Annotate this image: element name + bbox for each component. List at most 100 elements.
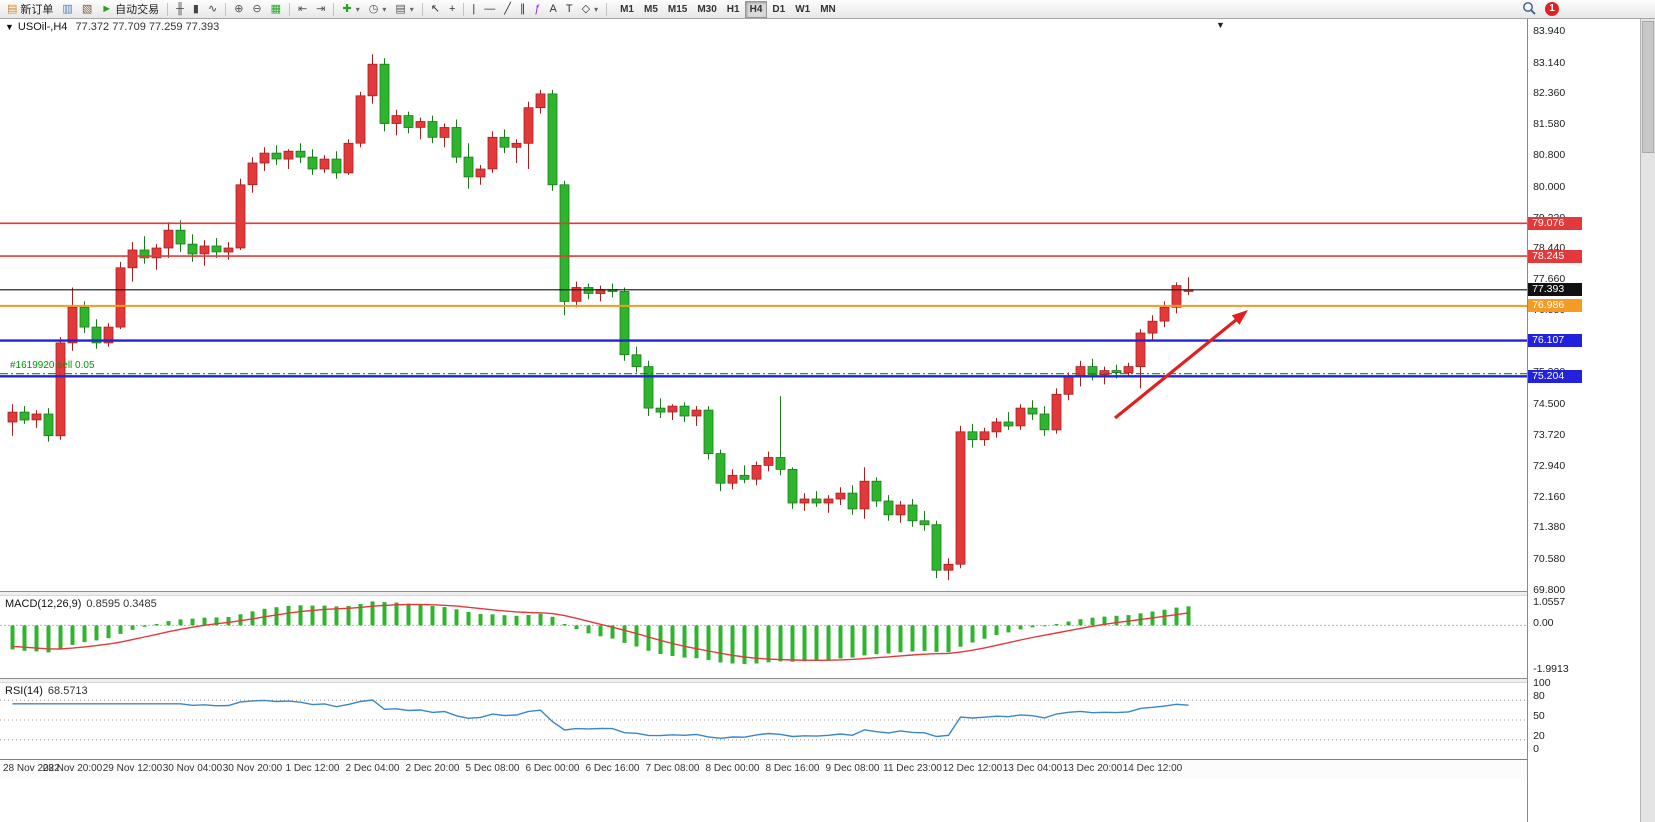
timeframe-button-h1[interactable]: H1: [726, 3, 740, 15]
candle: [547, 89, 558, 191]
timeframe-button-w1[interactable]: W1: [795, 3, 811, 15]
candle: [979, 427, 990, 446]
timeframe-button-mn[interactable]: MN: [820, 3, 836, 15]
rsi-value: 68.5713: [47, 685, 88, 697]
price-tick: 73.720: [1533, 429, 1566, 441]
candle: [187, 234, 198, 262]
candle: [223, 242, 234, 260]
tile-windows-icon[interactable]: ▦: [267, 1, 285, 17]
rsi-axis-label: 50: [1533, 710, 1545, 722]
candle: [571, 281, 582, 308]
candle: [1123, 362, 1134, 377]
candle: [1183, 277, 1194, 296]
rsi-axis-label: 80: [1533, 690, 1545, 702]
main-chart-pane[interactable]: ▼ USOil-,H4 77.372 77.709 77.259 77.393 ▼…: [0, 19, 1528, 591]
candle: [895, 501, 906, 523]
zoom-in-icon[interactable]: ⊕: [230, 1, 247, 17]
candle: [247, 157, 258, 193]
timeframe-toolbar: M1 M5 M15 M30 H1 H4 D1 W1 MN: [615, 0, 841, 18]
periods-icon[interactable]: ◷ ▾: [365, 1, 391, 17]
candle: [607, 283, 618, 298]
candle: [307, 149, 318, 175]
time-label: 6 Dec 16:00: [585, 763, 640, 774]
candle: [535, 89, 546, 114]
chart-shift-marker[interactable]: ▼: [1216, 20, 1225, 30]
search-icon[interactable]: [1522, 1, 1537, 16]
candles-layer: [7, 54, 1194, 581]
zoom-out-icon[interactable]: ⊖: [248, 1, 265, 17]
candle: [739, 465, 750, 484]
candlestick-chart-icon[interactable]: ▮: [189, 1, 203, 17]
cursor-icon[interactable]: ↖: [427, 1, 444, 17]
pane-splitter[interactable]: [0, 678, 1528, 683]
horizontal-line-icon[interactable]: —: [480, 1, 499, 17]
chart-shift-icon[interactable]: ⇥: [312, 1, 329, 17]
candle: [715, 449, 726, 492]
price-tick: 83.940: [1533, 25, 1566, 37]
rsi-axis-label: 0: [1533, 743, 1539, 755]
vertical-line-icon[interactable]: |: [468, 1, 479, 17]
toolbar-separator: [606, 2, 608, 16]
timeframe-button-m5[interactable]: M5: [643, 3, 658, 15]
candle: [55, 337, 66, 440]
equidistant-channel-icon[interactable]: ∥: [516, 1, 530, 17]
auto-scroll-icon[interactable]: ⇤: [294, 1, 311, 17]
new-order-button[interactable]: ▤ 新订单: [3, 1, 57, 17]
vertical-scrollbar[interactable]: [1640, 19, 1655, 822]
equidistant-channel-icon: ∥: [519, 3, 526, 15]
toolbar-separator: [463, 2, 465, 16]
candle: [523, 101, 534, 169]
trendline-icon[interactable]: ╱: [500, 1, 515, 17]
candle: [319, 155, 330, 173]
timeframe-button-m1[interactable]: M1: [620, 3, 634, 15]
candle: [175, 220, 186, 252]
time-label: 8 Dec 16:00: [765, 763, 820, 774]
macd-name: MACD(12,26,9): [5, 598, 82, 610]
candle: [487, 131, 498, 173]
indicators-icon: ✚: [342, 3, 352, 15]
auto-scroll-icon: ⇤: [298, 3, 308, 15]
candle: [907, 499, 918, 527]
timeframe-button-m15[interactable]: M15: [667, 3, 688, 15]
timeframe-button-h4[interactable]: H4: [744, 0, 768, 18]
templates-icon[interactable]: ▤ ▾: [391, 1, 417, 17]
text-label-icon[interactable]: T: [562, 1, 577, 17]
rsi-axis-label: 20: [1533, 730, 1545, 742]
trend-arrow[interactable]: [1113, 310, 1248, 420]
candle: [391, 109, 402, 136]
one-click-trading-expander[interactable]: ▼: [5, 22, 14, 32]
price-label-current-price-line: 77.393: [1528, 283, 1583, 296]
timeframe-button-m30[interactable]: M30: [697, 3, 717, 15]
scrollbar-thumb[interactable]: [1642, 21, 1654, 153]
profiles-icon[interactable]: ▧: [78, 1, 96, 17]
candle: [139, 236, 150, 264]
price-tick: 71.380: [1533, 521, 1566, 533]
candle: [403, 111, 414, 134]
macd-title: MACD(12,26,9) 0.8595 0.3485: [5, 598, 157, 610]
candle: [823, 495, 834, 513]
new-order-button-label: 新订单: [20, 4, 54, 16]
bar-chart-icon[interactable]: ╫: [172, 1, 188, 17]
timeframe-button-d1[interactable]: D1: [772, 3, 786, 15]
indicators-icon[interactable]: ✚ ▾: [338, 1, 363, 17]
pane-splitter[interactable]: [0, 591, 1528, 596]
text-icon[interactable]: A: [546, 1, 561, 17]
candle: [451, 119, 462, 163]
rsi-title: RSI(14) 68.5713: [5, 685, 88, 697]
candle: [559, 180, 570, 316]
price-tick: 81.580: [1533, 118, 1566, 130]
arrows-icon[interactable]: ◇ ▾: [578, 1, 602, 17]
chart-window-icon[interactable]: ▥: [58, 1, 76, 17]
candle: [199, 240, 210, 266]
autotrading-button[interactable]: ► 自动交易: [97, 1, 163, 17]
fibonacci-icon: ƒ: [534, 3, 541, 15]
candle: [679, 402, 690, 422]
candle: [127, 242, 138, 282]
crosshair-icon[interactable]: +: [445, 1, 459, 17]
candle: [463, 143, 474, 189]
notification-badge[interactable]: 1: [1545, 1, 1559, 16]
fibonacci-icon[interactable]: ƒ: [530, 1, 544, 17]
line-chart-icon[interactable]: ∿: [204, 1, 221, 17]
zoom-in-icon: ⊕: [234, 3, 244, 15]
